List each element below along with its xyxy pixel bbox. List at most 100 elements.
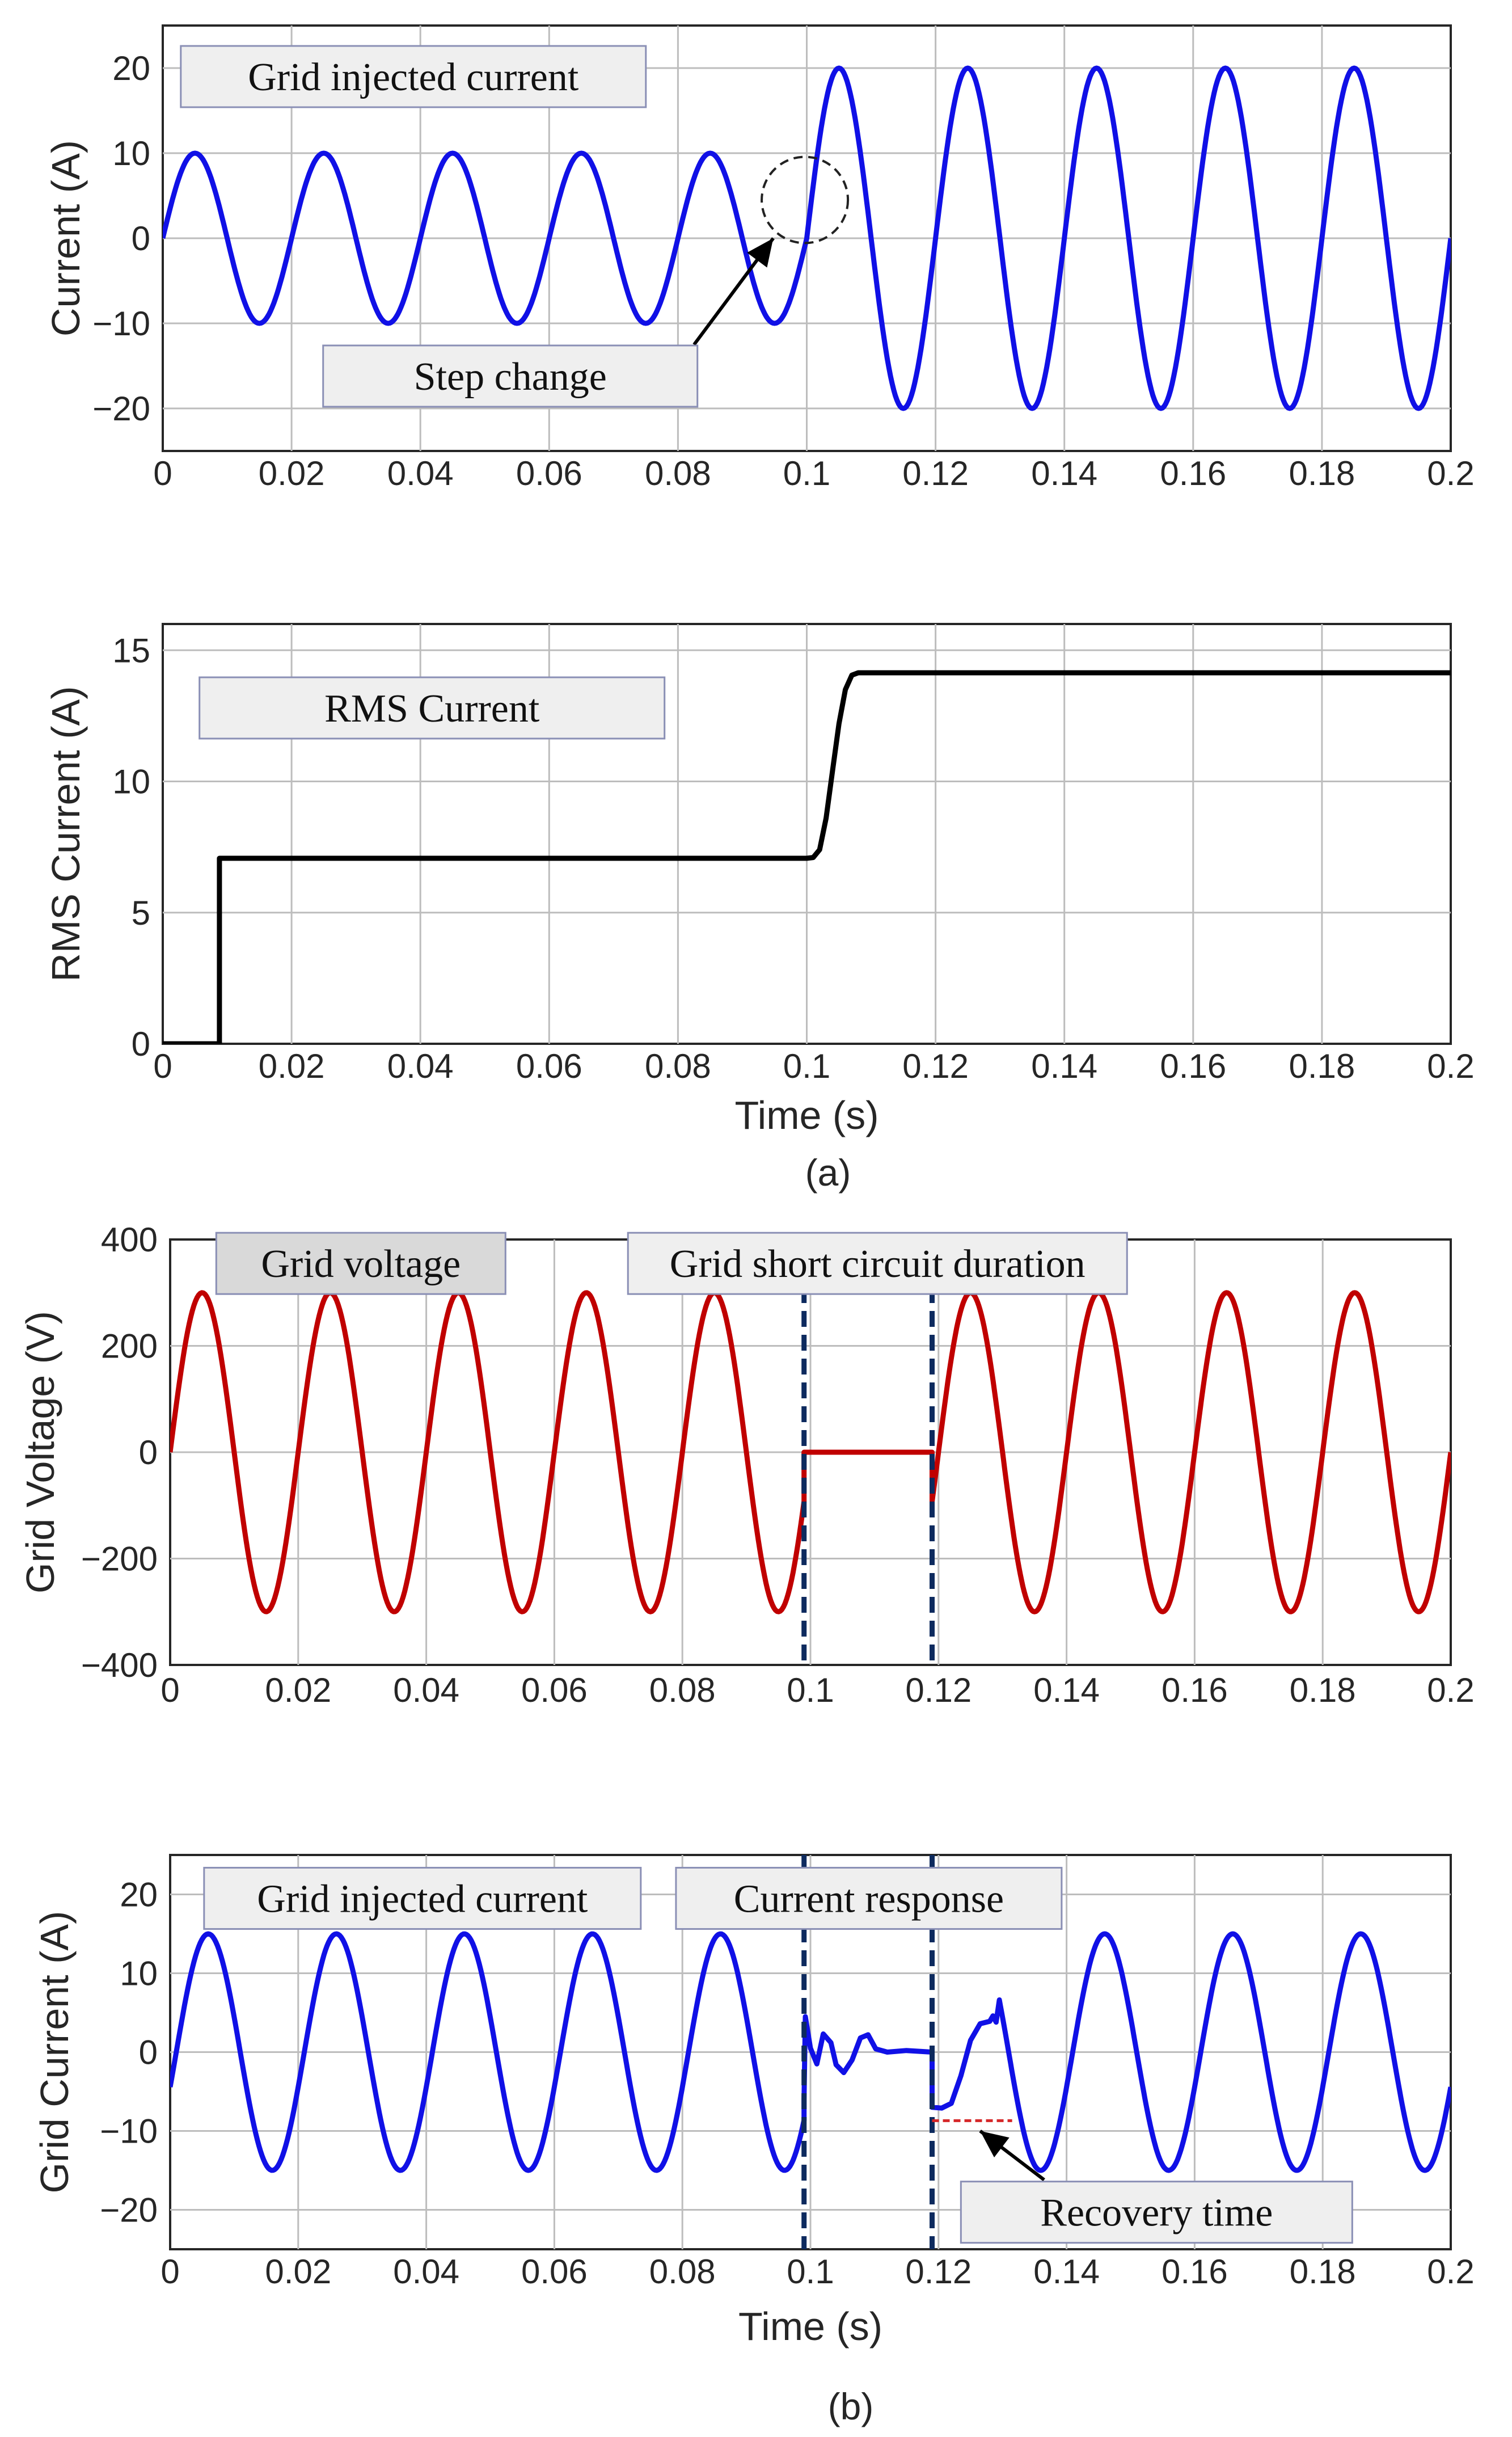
- annotation-text: Grid voltage: [261, 1242, 461, 1286]
- x-tick-label: 0.18: [1289, 454, 1355, 492]
- x-tick-label: 0.16: [1162, 2253, 1228, 2291]
- panels: 0 0.02 0.04 0.06 0.08 0.1 0.12 0.14 0.16 0.18 0.2 2…: [18, 24, 1475, 2349]
- y-axis-label: Current (A): [44, 140, 88, 336]
- x-tick-label: 0.1: [787, 1671, 834, 1709]
- series-line: [170, 1290, 1451, 1614]
- x-tick-label: 0.2: [1427, 454, 1474, 492]
- annotation-box: [198, 676, 666, 740]
- annotation-text: Current response: [734, 1877, 1004, 1921]
- y-tick-label: 10: [120, 1955, 158, 1993]
- x-tick-label: 0.04: [393, 1671, 459, 1709]
- x-tick-label: 0: [161, 1671, 179, 1709]
- x-tick-label: 0.1: [787, 2253, 834, 2291]
- y-tick-label: 400: [101, 1221, 158, 1259]
- annotation-text: RMS Current: [324, 687, 540, 731]
- annotation-box: [215, 1232, 506, 1295]
- y-tick-label: 0: [139, 2034, 158, 2072]
- annotation-arrowhead: [747, 238, 774, 268]
- chart-panel-4: 0 0.02 0.04 0.06 0.08 0.1 0.12 0.14 0.16 0.18 0.2 2…: [32, 1854, 1475, 2349]
- x-tick-label: 0.12: [905, 2253, 972, 2291]
- y-tick-label: −200: [81, 1540, 158, 1578]
- chart-panel-1: 0 0.02 0.04 0.06 0.08 0.1 0.12 0.14 0.16 0.18 0.2 2…: [44, 24, 1475, 492]
- annotation-box: [960, 2181, 1353, 2244]
- series-line: [163, 65, 1451, 411]
- x-tick-label: 0.02: [259, 454, 325, 492]
- y-tick-label: 20: [120, 1876, 158, 1914]
- caption-b: (b): [828, 2385, 874, 2427]
- x-tick-label: 0.16: [1160, 1047, 1226, 1085]
- y-tick-label: 20: [112, 49, 150, 87]
- x-tick-label: 0.06: [516, 454, 582, 492]
- annotation-box: [322, 344, 699, 408]
- step-change-circle: [761, 155, 850, 244]
- chart-panel-3: 0 0.02 0.04 0.06 0.08 0.1 0.12 0.14 0.16 0.18 0.2 4…: [18, 1221, 1475, 1709]
- y-tick-label: 200: [101, 1327, 158, 1365]
- x-axis-label: Time (s): [734, 1093, 879, 1137]
- y-tick-label: −20: [92, 390, 150, 428]
- annotation-text: Recovery time: [1040, 2191, 1273, 2235]
- x-tick-label: 0.04: [393, 2253, 459, 2291]
- y-tick-label: 0: [139, 1433, 158, 1472]
- x-tick-label: 0.18: [1290, 1671, 1356, 1709]
- x-tick-label: 0.06: [521, 1671, 588, 1709]
- x-tick-label: 0.1: [783, 1047, 830, 1085]
- chart-panel-2: 0 0.02 0.04 0.06 0.08 0.1 0.12 0.14 0.16 0.18 0.2 1…: [44, 623, 1475, 1137]
- x-tick-label: 0.18: [1290, 2253, 1356, 2291]
- x-tick-label: 0.02: [259, 1047, 325, 1085]
- annotation-text: Grid short circuit duration: [670, 1242, 1086, 1286]
- x-tick-label: 0: [153, 1047, 172, 1085]
- x-tick-label: 0.08: [649, 1671, 716, 1709]
- x-tick-label: 0.14: [1031, 454, 1097, 492]
- x-tick-label: 0.16: [1160, 454, 1226, 492]
- x-tick-label: 0.18: [1289, 1047, 1355, 1085]
- x-tick-label: 0.12: [902, 454, 969, 492]
- annotation-box: [180, 45, 647, 108]
- annotation-text: Grid injected current: [248, 56, 579, 99]
- x-tick-label: 0.2: [1427, 1047, 1474, 1085]
- x-tick-label: 0.08: [645, 1047, 711, 1085]
- y-tick-label: −10: [92, 305, 150, 343]
- x-tick-label: 0.1: [783, 454, 830, 492]
- x-tick-label: 0.16: [1162, 1671, 1228, 1709]
- x-tick-label: 0.2: [1427, 1671, 1474, 1709]
- x-tick-label: 0.14: [1033, 2253, 1100, 2291]
- x-tick-label: 0.04: [387, 454, 454, 492]
- annotation-text: Step change: [414, 355, 607, 399]
- y-tick-label: 5: [132, 894, 150, 932]
- annotation-box: [203, 1866, 642, 1930]
- y-tick-label: 10: [112, 134, 150, 172]
- y-tick-label: −10: [100, 2113, 158, 2151]
- series-line: [163, 670, 1451, 1044]
- caption-a: (a): [805, 1152, 851, 1194]
- annotation-box: [627, 1232, 1128, 1295]
- y-tick-label: 0: [132, 220, 150, 258]
- y-tick-label: −20: [100, 2191, 158, 2229]
- y-tick-label: 10: [112, 763, 150, 801]
- x-tick-label: 0.06: [516, 1047, 582, 1085]
- y-tick-label: 0: [132, 1025, 150, 1063]
- x-tick-label: 0.14: [1033, 1671, 1100, 1709]
- x-tick-label: 0.08: [649, 2253, 716, 2291]
- y-axis-label: RMS Current (A): [44, 686, 88, 981]
- y-axis-label: Grid Voltage (V): [18, 1311, 62, 1593]
- x-axis-label: Time (s): [738, 2304, 882, 2349]
- y-tick-label: 15: [112, 631, 150, 669]
- x-tick-label: 0: [153, 454, 172, 492]
- x-tick-label: 0: [161, 2253, 179, 2291]
- annotation-arrowhead: [980, 2131, 1010, 2158]
- x-tick-label: 0.04: [387, 1047, 454, 1085]
- y-tick-label: −400: [81, 1646, 158, 1684]
- x-tick-label: 0.2: [1427, 2253, 1474, 2291]
- annotation-text: Grid injected current: [257, 1877, 588, 1921]
- x-tick-label: 0.14: [1031, 1047, 1097, 1085]
- y-axis-label: Grid Current (A): [32, 1911, 77, 2194]
- x-tick-label: 0.08: [645, 454, 711, 492]
- x-tick-label: 0.02: [265, 2253, 331, 2291]
- x-tick-label: 0.02: [265, 1671, 331, 1709]
- x-tick-label: 0.06: [521, 2253, 588, 2291]
- annotation-box: [675, 1866, 1063, 1930]
- series-line: [170, 1931, 1451, 2173]
- x-tick-label: 0.12: [902, 1047, 969, 1085]
- x-tick-label: 0.12: [905, 1671, 972, 1709]
